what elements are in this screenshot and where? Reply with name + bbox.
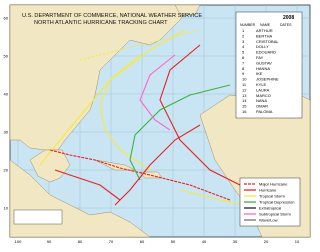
- list-heading: DATES: [280, 23, 292, 27]
- lon-label: 30: [233, 239, 238, 244]
- lon-label: 20: [264, 239, 269, 244]
- track: [159, 44, 251, 191]
- storm-name: FAY: [256, 55, 264, 60]
- storm-name: CRISTOBAL: [256, 39, 279, 44]
- storm-name: JOSEPHINE: [256, 77, 279, 82]
- storm-number: 3: [242, 39, 245, 44]
- lat-label: 40: [4, 92, 9, 97]
- lon-label: 10: [295, 239, 300, 244]
- legend-label: Tropical Depression: [259, 200, 294, 205]
- storm-name: HANNA: [256, 66, 270, 71]
- lon-label: 60: [140, 239, 145, 244]
- storm-number: 16: [242, 109, 247, 114]
- storm-number: 10: [242, 77, 247, 82]
- year: 2008: [283, 15, 294, 21]
- storm-name: BERTHA: [256, 33, 272, 38]
- storm-number: 7: [242, 60, 245, 65]
- track: [54, 169, 121, 201]
- storm-rows: NUMBER NAME DATES 1 ARTHUR 2 BERTHA 3 CRISTOBAL 4…: [240, 23, 292, 114]
- storm-number: 12: [242, 87, 247, 92]
- legend-label: Extratropical: [259, 206, 281, 211]
- greenland: [174, 4, 201, 16]
- storm-number: 14: [242, 98, 247, 103]
- gulf-coast: [29, 149, 71, 183]
- lon-label: 40: [202, 239, 207, 244]
- storm-number: 8: [242, 66, 245, 71]
- track: [49, 149, 231, 201]
- lat-label: 30: [4, 130, 9, 135]
- track: [99, 54, 151, 171]
- track: [79, 29, 201, 61]
- storm-number: 2: [242, 33, 245, 38]
- storm-tracks: [39, 29, 251, 206]
- note-box: [13, 209, 63, 225]
- storm-number: 15: [242, 104, 247, 109]
- storm-name: KYLE: [256, 82, 267, 87]
- storm-number: 5: [242, 50, 245, 55]
- storm-number: 6: [242, 55, 245, 60]
- storm-name: ARTHUR: [256, 28, 273, 33]
- legend-label: Wave/Low: [259, 218, 278, 223]
- lat-label: 60: [4, 16, 9, 21]
- legend-label: Hurricane: [259, 188, 277, 193]
- storm-number: 9: [242, 71, 245, 76]
- storm-name: LAURA: [256, 87, 270, 92]
- agency: U.S. DEPARTMENT OF COMMERCE, NATIONAL WE…: [22, 13, 202, 19]
- north-america: [9, 4, 191, 151]
- storm-list-box: [235, 11, 303, 119]
- lat-label: 50: [4, 54, 9, 59]
- storm-list: 2008 NUMBER NAME DATES 1 ARTHUR 2 BERTHA 3 CRIST…: [235, 11, 303, 119]
- track: [114, 124, 201, 206]
- lat-label: 20: [4, 168, 9, 173]
- storm-name: IKE: [256, 71, 263, 76]
- track: [39, 29, 186, 166]
- storm-name: OMAR: [256, 104, 268, 109]
- lon-label: 100: [15, 239, 22, 244]
- storm-name: EDOUARD: [256, 50, 276, 55]
- lon-label: 50: [171, 239, 176, 244]
- list-heading: NUMBER: [240, 23, 256, 27]
- storm-number: 13: [242, 93, 247, 98]
- lon-label: 70: [109, 239, 114, 244]
- legend-label: Subtropical Storm: [259, 212, 291, 217]
- storm-name: DOLLY: [256, 44, 269, 49]
- track: [129, 84, 231, 181]
- storm-number: 4: [242, 44, 245, 49]
- lon-label: 80: [78, 239, 83, 244]
- storm-number: 11: [242, 82, 247, 87]
- storm-name: MARCO: [256, 93, 271, 98]
- lat-label: 10: [4, 206, 9, 211]
- legend-label: Major Hurricane: [259, 182, 288, 187]
- storm-name: GUSTAV: [256, 60, 272, 65]
- storm-name: NANA: [256, 98, 267, 103]
- lon-label: 90: [47, 239, 52, 244]
- track: [179, 189, 246, 206]
- storm-name: PALOMA: [256, 109, 273, 114]
- legend-label: Tropical Storm: [259, 194, 286, 199]
- storm-number: 1: [242, 28, 245, 33]
- track: [139, 54, 176, 131]
- list-heading: NAME: [260, 23, 271, 27]
- chart-title: NORTH ATLANTIC HURRICANE TRACKING CHART: [34, 20, 168, 26]
